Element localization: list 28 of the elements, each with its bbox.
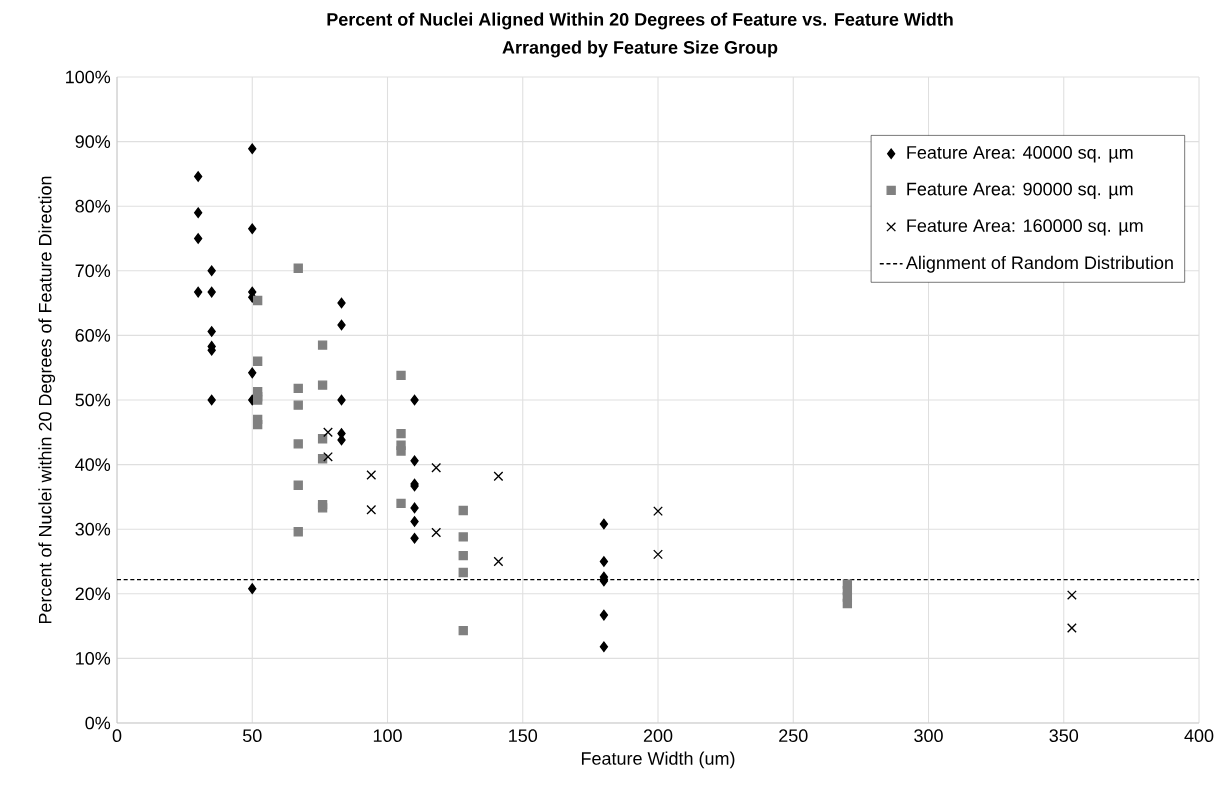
x-tick-label: 200 [643,729,673,742]
x-tick-label: 300 [914,729,943,742]
legend-label: Feature Area: 90000 sq. µm [907,182,1133,199]
y-tick-label: 100% [66,70,111,84]
y-tick-label: 40% [75,458,111,471]
chart-title: Percent of Nuclei Aligned Within 20 Degrees of Feature vs. Feature Width [327,12,953,30]
legend-label: Feature Area: 40000 sq. µm [907,146,1133,163]
y-axis-title: Percent of Nuclei within 20 Degrees of Feature Direction [38,176,56,624]
chart-subtitle: Arranged by Feature Size Group [502,40,778,58]
x-tick-label: 400 [1184,729,1214,742]
y-tick-label: 90% [75,135,111,148]
y-tick-label: 30% [75,522,111,536]
x-tick-label: 350 [1049,729,1079,742]
x-tick-label: 250 [779,729,808,742]
x-tick-label: 100 [373,729,402,742]
y-tick-label: 0% [85,716,111,730]
y-tick-label: 70% [75,264,111,278]
x-tick-label: 0 [112,729,122,742]
legend-label: Alignment of Random Distribution [905,255,1173,273]
x-tick-label: 150 [509,729,538,742]
x-tick-label: 50 [242,729,262,742]
y-tick-label: 20% [75,587,111,601]
y-tick-label: 10% [76,652,111,665]
legend-label: Feature Area: 160000 sq. µm [907,219,1143,236]
y-tick-label: 60% [75,329,111,342]
x-axis-title: Feature Width (um) [581,751,735,769]
y-tick-label: 50% [75,393,111,407]
y-tick-label: 80% [75,199,111,213]
